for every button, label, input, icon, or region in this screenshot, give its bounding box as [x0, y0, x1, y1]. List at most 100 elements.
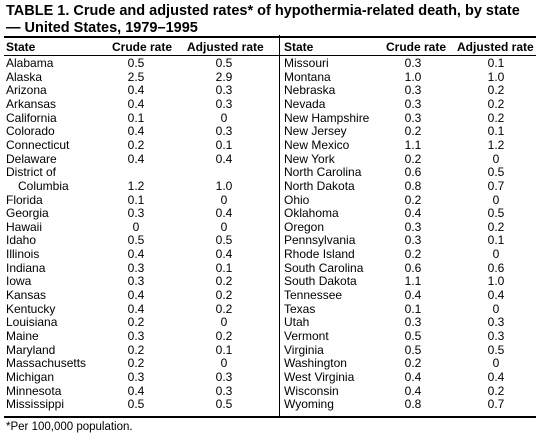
adjusted-rate: 0.5: [215, 233, 233, 248]
table-row: Vermont 0.5 0.3: [0, 329, 540, 343]
header-adjusted-left: Adjusted rate: [187, 40, 264, 54]
table-row: Florida 0.1 0: [0, 193, 540, 207]
adjusted-rate: 0.2: [487, 83, 505, 98]
crude-rate: 0.2: [127, 137, 145, 152]
table-row: Montana 1.0 1.0: [0, 70, 540, 84]
crude-rate: 0.3: [404, 110, 422, 125]
state-name: North Carolina: [284, 165, 362, 180]
state-name: Nevada: [284, 96, 326, 111]
table-row: California 0.1 0: [0, 111, 540, 125]
state-name: Wyoming: [284, 397, 334, 412]
crude-rate: 0.2: [127, 315, 145, 330]
table-row: Louisiana 0.2 0: [0, 315, 540, 329]
table-row: Oregon 0.3 0.2: [0, 220, 540, 234]
state-name: Wisconsin: [284, 383, 339, 398]
state-name: Illinois: [6, 247, 40, 262]
table-bottom-rule: [4, 416, 536, 418]
crude-rate: 0.8: [404, 397, 422, 412]
state-name: New Mexico: [284, 137, 350, 152]
crude-rate: 0.2: [404, 192, 422, 207]
state-name: Tennessee: [284, 288, 343, 303]
state-name: Ohio: [284, 192, 310, 207]
adjusted-rate: 0.3: [487, 329, 505, 343]
adjusted-rate: 0.3: [487, 315, 505, 330]
adjusted-rate: 1.0: [215, 178, 233, 193]
crude-rate: 0.4: [127, 301, 145, 316]
table-row: Pennsylvania 0.3 0.1: [0, 233, 540, 247]
state-name: New York: [284, 151, 335, 166]
state-name: District of: [6, 165, 57, 180]
footnote: *Per 100,000 population.: [6, 421, 133, 433]
table-row: Nevada 0.3 0.2: [0, 97, 540, 111]
adjusted-rate: 0.5: [487, 206, 505, 221]
crude-rate: 0.2: [404, 356, 422, 371]
crude-rate: 0.3: [404, 219, 422, 234]
header-adjusted-right: Adjusted rate: [457, 40, 534, 54]
adjusted-rate: 0.5: [487, 165, 505, 180]
header-state-right: State: [284, 40, 314, 54]
table-row: Alaska 2.5 2.9: [0, 70, 540, 84]
table-row: Virginia 0.5 0.5: [0, 343, 540, 357]
crude-rate: 0.6: [404, 260, 422, 275]
crude-rate: 0.4: [127, 288, 145, 303]
state-name: Arizona: [6, 83, 47, 98]
table-row: Iowa 0.3 0.2: [0, 274, 540, 288]
adjusted-rate: 0.4: [487, 288, 505, 303]
table-row: Kentucky 0.4 0.2: [0, 302, 540, 316]
table-row: South Carolina 0.6 0.6: [0, 261, 540, 275]
state-name: Massachusetts: [6, 356, 87, 371]
state-name: Delaware: [6, 151, 57, 166]
header-top-rule: [4, 36, 536, 38]
crude-rate: 0.3: [127, 274, 145, 289]
header-crude-left: Crude rate: [112, 40, 173, 54]
crude-rate: 0.5: [127, 233, 145, 248]
header-state-left: State: [6, 40, 36, 54]
state-name: Alabama: [6, 56, 54, 70]
state-name: Florida: [6, 192, 43, 207]
adjusted-rate: 0.2: [215, 329, 233, 343]
adjusted-rate: 0.7: [487, 178, 505, 193]
adjusted-rate: 0: [220, 110, 228, 125]
state-name-continued: Columbia: [18, 178, 69, 193]
crude-rate: 0.6: [404, 165, 422, 180]
adjusted-rate: 0: [492, 151, 500, 166]
state-name: Vermont: [284, 329, 329, 343]
state-name: Nebraska: [284, 83, 336, 98]
state-name: Oregon: [284, 219, 325, 234]
crude-rate: 0.1: [127, 110, 145, 125]
table-row: New Hampshire 0.3 0.2: [0, 111, 540, 125]
adjusted-rate: 0: [220, 315, 228, 330]
crude-rate: 0.5: [127, 397, 145, 412]
crude-rate: 0.4: [127, 383, 145, 398]
adjusted-rate: 1.0: [487, 274, 505, 289]
adjusted-rate: 0.2: [215, 288, 233, 303]
crude-rate: 0.4: [127, 124, 145, 139]
crude-rate: 0.2: [127, 342, 145, 357]
adjusted-rate: 0.2: [487, 96, 505, 111]
state-name: Oklahoma: [284, 206, 339, 221]
crude-rate: 0.4: [127, 247, 145, 262]
state-name: Hawaii: [6, 219, 43, 234]
table-row: Nebraska 0.3 0.2: [0, 83, 540, 97]
adjusted-rate: 0.1: [487, 56, 505, 70]
state-name: West Virginia: [284, 369, 355, 384]
adjusted-rate: 0.7: [487, 397, 505, 412]
state-name: Indiana: [6, 260, 46, 275]
table-row: North Carolina 0.6 0.5: [0, 165, 540, 179]
crude-rate: 0.4: [404, 383, 422, 398]
adjusted-rate: 0.2: [487, 110, 505, 125]
adjusted-rate: 2.9: [215, 69, 233, 84]
crude-rate: 0.2: [404, 247, 422, 262]
table-row: Indiana 0.3 0.1: [0, 261, 540, 275]
column-divider: [279, 35, 280, 416]
table-row: Michigan 0.3 0.3: [0, 370, 540, 384]
table-row: South Dakota 1.1 1.0: [0, 274, 540, 288]
table-row: Arizona 0.4 0.3: [0, 83, 540, 97]
adjusted-rate: 0.2: [215, 301, 233, 316]
adjusted-rate: 0.2: [215, 274, 233, 289]
table-title: TABLE 1. Crude and adjusted rates* of hy…: [6, 3, 520, 36]
state-name: Maryland: [6, 342, 56, 357]
crude-rate: 2.5: [127, 69, 145, 84]
adjusted-rate: 0: [220, 219, 228, 234]
crude-rate: 0.5: [127, 56, 145, 70]
